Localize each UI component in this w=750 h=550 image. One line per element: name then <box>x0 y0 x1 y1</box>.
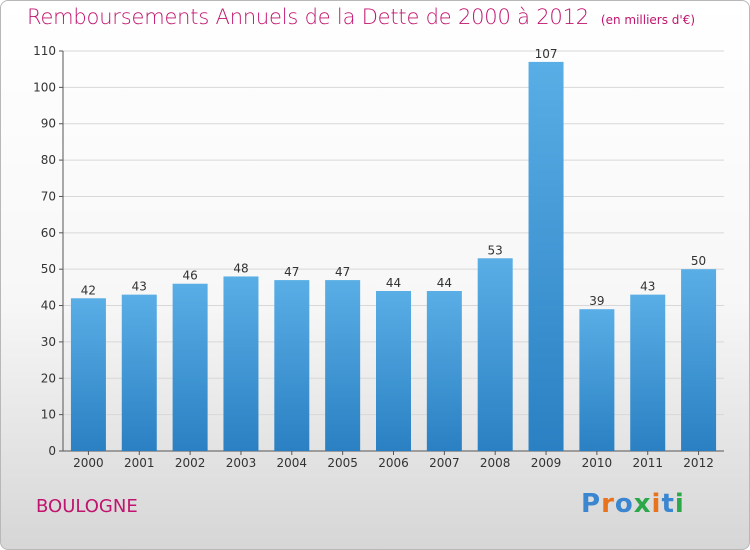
y-tick-label: 70 <box>41 189 56 203</box>
data-label: 48 <box>233 261 248 275</box>
x-tick-label: 2001 <box>124 456 155 470</box>
data-label: 43 <box>640 280 655 294</box>
bar-2012 <box>681 269 717 451</box>
y-tick-label: 110 <box>33 44 56 58</box>
y-tick-label: 90 <box>41 117 56 131</box>
bar-2006 <box>376 291 411 451</box>
x-tick-label: 2007 <box>429 456 460 470</box>
bar-2002 <box>172 283 208 451</box>
data-label: 46 <box>182 269 197 283</box>
bar-2009 <box>528 61 564 452</box>
x-tick-label: 2010 <box>582 456 613 470</box>
chart-title: Remboursements Annuels de la Dette de 20… <box>27 5 695 29</box>
x-tick-label: 2002 <box>175 456 206 470</box>
data-label: 39 <box>589 294 604 308</box>
data-label: 107 <box>535 47 558 61</box>
y-tick-label: 100 <box>33 80 56 94</box>
y-tick-label: 50 <box>41 262 56 276</box>
y-tick-label: 60 <box>41 226 56 240</box>
y-tick-label: 40 <box>41 299 56 313</box>
place-name: BOULOGNE <box>36 496 138 517</box>
bar-2000 <box>70 298 106 451</box>
data-label: 42 <box>81 283 96 297</box>
chart-title-unit: (en milliers d'€) <box>600 13 696 27</box>
bar-2005 <box>325 280 361 451</box>
data-label: 50 <box>691 254 706 268</box>
y-tick-label: 80 <box>41 153 56 167</box>
bar-2003 <box>223 276 259 451</box>
bar-2011 <box>630 294 666 451</box>
bar-2008 <box>477 258 513 451</box>
y-tick-label: 10 <box>41 408 56 422</box>
x-tick-label: 2004 <box>277 456 308 470</box>
x-tick-label: 2012 <box>683 456 714 470</box>
x-tick-label: 2009 <box>531 456 562 470</box>
bar-2007 <box>426 291 462 451</box>
bar-2001 <box>121 294 157 451</box>
y-tick-label: 20 <box>41 371 56 385</box>
x-tick-label: 2006 <box>378 456 409 470</box>
x-tick-label: 2005 <box>327 456 358 470</box>
data-label: 44 <box>386 276 401 290</box>
x-tick-label: 2000 <box>73 456 104 470</box>
x-tick-label: 2003 <box>226 456 257 470</box>
bar-2010 <box>579 309 615 451</box>
bar-2004 <box>274 280 310 451</box>
data-label: 47 <box>284 265 299 279</box>
x-tick-label: 2008 <box>480 456 511 470</box>
data-label: 53 <box>488 243 503 257</box>
y-tick-label: 0 <box>48 444 56 458</box>
data-label: 47 <box>335 265 350 279</box>
x-tick-label: 2011 <box>632 456 663 470</box>
data-label: 44 <box>437 276 452 290</box>
brand-logo: Proxiti <box>581 489 685 519</box>
data-label: 43 <box>132 280 147 294</box>
y-tick-label: 30 <box>41 335 56 349</box>
chart-title-main: Remboursements Annuels de la Dette de 20… <box>27 5 589 29</box>
